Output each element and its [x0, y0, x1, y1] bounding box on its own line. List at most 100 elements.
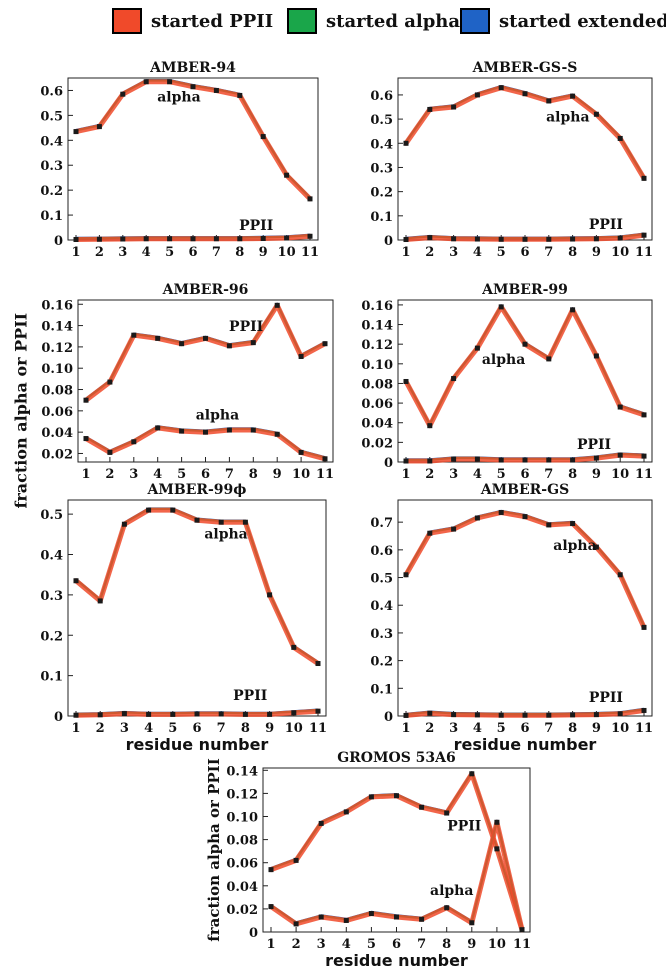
- data-point: [83, 397, 89, 403]
- data-point: [237, 92, 243, 98]
- y-tick-label: 0.2: [40, 184, 63, 199]
- data-point: [167, 79, 173, 85]
- series-1: [403, 84, 647, 181]
- x-tick-label: 11: [635, 467, 653, 482]
- data-point: [570, 521, 576, 527]
- data-point: [146, 711, 152, 717]
- legend-label-alpha: started alpha: [326, 10, 461, 32]
- data-point: [451, 376, 457, 382]
- series-annotation: alpha: [430, 883, 473, 899]
- x-tick-label: 11: [635, 245, 653, 260]
- data-point: [403, 712, 409, 718]
- data-point: [617, 711, 623, 717]
- series-1: [268, 771, 525, 933]
- x-tick-label: 6: [192, 721, 201, 736]
- x-tick-label: 2: [105, 467, 114, 482]
- panel-title: AMBER-96: [162, 282, 249, 298]
- y-tick-label: 0.2: [40, 629, 63, 644]
- y-tick-label: 0.08: [361, 377, 393, 392]
- data-point: [451, 236, 457, 242]
- x-tick-label: 11: [635, 721, 653, 736]
- plot-frame: [67, 499, 327, 717]
- x-tick-label: 2: [425, 721, 434, 736]
- data-point: [522, 236, 528, 242]
- x-tick-label: 1: [81, 467, 90, 482]
- series-annotation: PPII: [589, 217, 623, 233]
- x-tick-label: 6: [520, 467, 529, 482]
- series-2: [83, 425, 328, 462]
- x-tick-label: 9: [592, 467, 601, 482]
- data-point: [143, 236, 149, 242]
- data-point: [546, 356, 552, 362]
- x-tick-label: 9: [265, 721, 274, 736]
- series-annotation: PPII: [239, 218, 273, 234]
- data-point: [73, 712, 79, 718]
- data-point: [190, 84, 196, 90]
- legend-swatch-alpha: [287, 8, 317, 34]
- x-tick-label: 5: [177, 467, 186, 482]
- data-point: [155, 425, 161, 431]
- data-point: [97, 598, 103, 604]
- data-point: [451, 456, 457, 462]
- data-point: [213, 236, 219, 242]
- data-point: [451, 526, 457, 532]
- x-tick-label: 9: [592, 721, 601, 736]
- y-tick-label: 0.06: [361, 397, 393, 412]
- y-tick-label: 0.4: [370, 137, 393, 152]
- data-point: [593, 712, 599, 718]
- data-point: [522, 341, 528, 347]
- series-annotation: alpha: [482, 352, 525, 368]
- panel-5: AMBER-99ϕ 0 0.1 0.2 0.3 0.4 0.5 1 2 3 4 5 6 7 8 9 10 11 re…: [40, 482, 327, 754]
- data-point: [291, 710, 297, 716]
- data-point: [250, 427, 256, 433]
- data-point: [260, 236, 266, 242]
- series-annotation: alpha: [157, 90, 200, 106]
- data-point: [242, 519, 248, 525]
- x-tick-label: 8: [442, 937, 451, 952]
- y-tick-label: 0.1: [370, 682, 393, 697]
- panel-title: AMBER-99: [481, 282, 568, 298]
- x-tick-label: 10: [285, 721, 303, 736]
- x-tick-label: 3: [449, 245, 458, 260]
- series-annotation: alpha: [546, 110, 589, 126]
- data-point: [403, 237, 409, 243]
- data-point: [203, 429, 208, 435]
- data-point: [546, 712, 552, 718]
- data-point: [170, 711, 176, 717]
- data-point: [498, 509, 504, 515]
- x-tick-label: 8: [568, 467, 577, 482]
- series-line-started-alpha: [85, 302, 326, 400]
- panel-4: AMBER-99 0 0.02 0.04 0.06 0.08 0.10 0.12 0.14 0.1…: [361, 282, 653, 482]
- y-tick-label: 0.12: [41, 341, 73, 356]
- x-tick-label: 2: [292, 937, 301, 952]
- data-point: [167, 236, 173, 242]
- x-tick-label: 1: [401, 245, 410, 260]
- data-point: [546, 522, 552, 528]
- y-tick-label: 0.04: [41, 426, 73, 441]
- legend-item-alpha: started alpha: [287, 8, 460, 34]
- data-point: [474, 236, 480, 242]
- data-point: [315, 661, 321, 667]
- data-point: [394, 793, 399, 799]
- y-tick-label: 0.1: [40, 209, 63, 224]
- legend-item-extended: started extended: [460, 8, 666, 34]
- y-tick-label: 0: [249, 926, 258, 941]
- x-tick-label: 4: [473, 467, 482, 482]
- data-point: [267, 592, 273, 598]
- y-tick-label: 0.12: [226, 787, 258, 802]
- data-point: [522, 712, 528, 718]
- series-annotation: PPII: [229, 319, 263, 335]
- y-tick-label: 0.02: [361, 436, 393, 451]
- data-point: [570, 93, 576, 99]
- series-annotation: alpha: [196, 407, 239, 423]
- series-annotation: PPII: [447, 818, 481, 834]
- y-tick-label: 0: [384, 710, 393, 725]
- series-annotation: alpha: [553, 538, 596, 554]
- plot-frame: [397, 299, 653, 463]
- x-axis-label: residue number: [454, 735, 597, 754]
- panel-3: AMBER-96 0.02 0.04 0.06 0.08 0.10 0.12 0.14 0.16…: [41, 282, 334, 482]
- data-point: [570, 236, 576, 242]
- y-tick-label: 0: [384, 456, 393, 471]
- y-tick-label: 0.3: [40, 589, 63, 604]
